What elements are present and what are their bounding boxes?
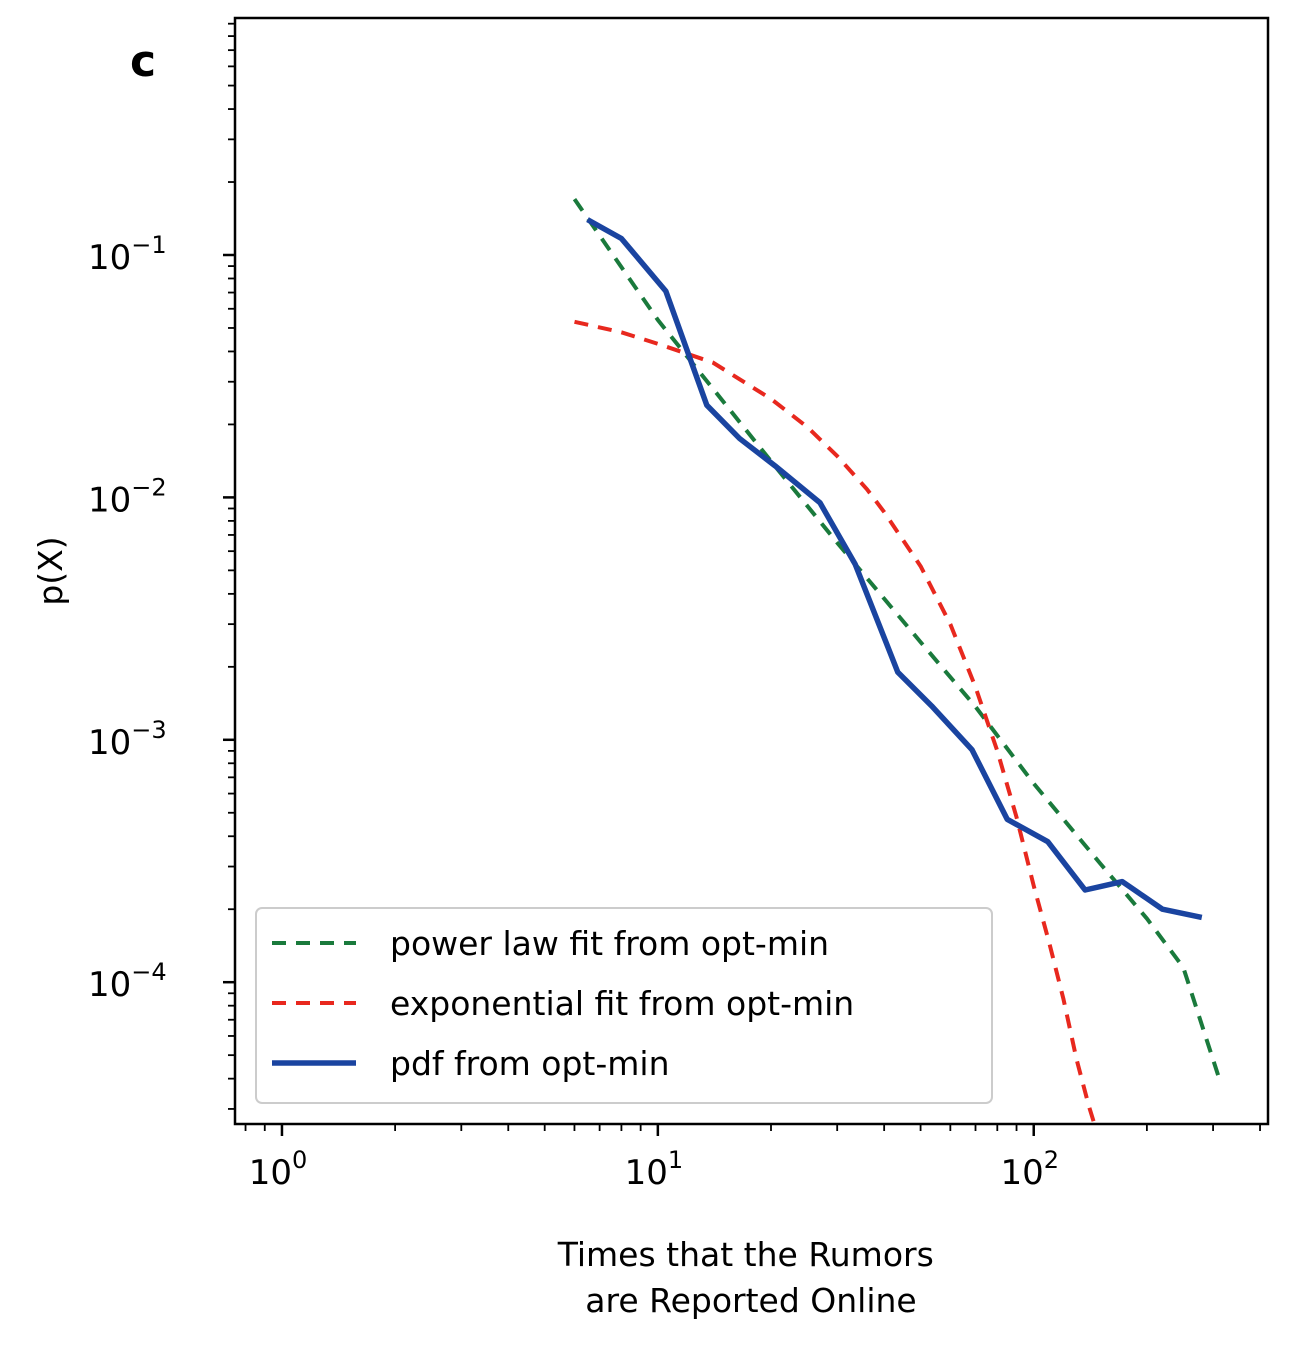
x-tick-label: 102 xyxy=(1000,1146,1059,1193)
x-axis-label-line-2: are Reported Online xyxy=(585,1281,916,1320)
legend-label-exponential: exponential fit from opt-min xyxy=(390,984,854,1023)
legend-label-pdf: pdf from opt-min xyxy=(390,1044,670,1083)
x-tick-label: 100 xyxy=(249,1146,308,1193)
series-layer xyxy=(572,197,1221,1124)
pdf-line xyxy=(586,217,1203,921)
legend-label-power-law: power law fit from opt-min xyxy=(390,924,829,963)
x-axis-label: Times that the Rumors are Reported Onlin… xyxy=(557,1235,945,1320)
legend-box xyxy=(255,907,993,1104)
panel-label: c xyxy=(130,36,156,87)
y-tick-label: 10−2 xyxy=(88,473,167,520)
y-tick-label: 10−1 xyxy=(88,231,167,278)
power-law-fit-line xyxy=(572,197,1221,1077)
ticks-layer: 100 101 102 10−1 10−2 10−3 10−4 xyxy=(88,22,1261,1193)
legend: power law fit from opt-min exponential f… xyxy=(255,907,993,1104)
y-tick-label: 10−4 xyxy=(88,958,167,1005)
y-axis-label: p(X) xyxy=(31,536,70,605)
x-tick-label: 101 xyxy=(625,1146,684,1193)
y-tick-label: 10−3 xyxy=(88,716,167,763)
plot-frame xyxy=(233,16,1270,1126)
x-axis-label-line-1: Times that the Rumors xyxy=(557,1235,934,1274)
exponential-fit-line xyxy=(574,319,1097,1124)
